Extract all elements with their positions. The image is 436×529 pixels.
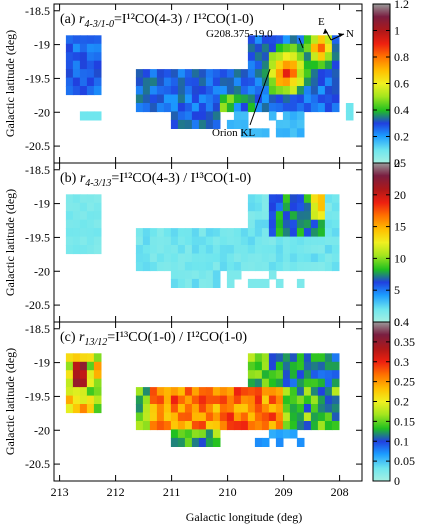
colorbar-tick-label: 0.6: [394, 77, 409, 91]
colorbar-tick-label: 0.05: [394, 454, 415, 468]
colorbar-tick-label: 0.4: [394, 103, 409, 117]
colorbar-tick-label: 0.8: [394, 50, 409, 64]
colorbar-tick-label: 5: [394, 283, 400, 297]
colorbar: 0 0.2 0.4 0.6 0.8 1 1.2: [372, 0, 409, 170]
heatmap-cells: [65, 35, 354, 138]
colorbar-tick-label: 0.4: [394, 315, 409, 329]
y-axis-label: Galactic latitude (deg): [3, 348, 17, 455]
y-tick-label: -20.5: [25, 457, 50, 471]
colorbar-tick-label: 25: [394, 156, 406, 170]
plot-frame: [53, 321, 363, 482]
region-annotation: G208.375-19.0: [206, 28, 273, 40]
panel-b: -18.5 -19 -19.5 -20 -20.5 Galactic latitude (…: [3, 156, 406, 329]
y-tick-label: -18.5: [25, 4, 50, 18]
x-tick-label: 208: [331, 485, 349, 499]
compass-east-label: E: [318, 16, 325, 28]
colorbar-tick-label: 0: [394, 315, 400, 329]
x-tick-label: 209: [275, 485, 293, 499]
colorbar-tick-label: 0.25: [394, 375, 415, 389]
y-tick-label: -20: [34, 423, 50, 437]
y-tick-label: -19: [34, 38, 50, 52]
x-tick-label: 211: [163, 485, 181, 499]
x-tick-label: 212: [107, 485, 125, 499]
colorbar-tick-label: 0: [394, 474, 400, 488]
heatmap-cells: [65, 353, 340, 447]
y-tick-label: -19: [34, 356, 50, 370]
colorbar-tick-label: 0.3: [394, 355, 409, 369]
colorbar-tick-label: 0.2: [394, 395, 409, 409]
x-axis-label: Galactic longitude (deg): [186, 510, 303, 524]
y-tick-label: -20.5: [25, 139, 50, 153]
colorbar-tick-label: 0: [394, 156, 400, 170]
compass-arrows: E N: [318, 16, 354, 41]
panel-title: (a) r4-3/1-0=I¹²CO(4-3) / I¹²CO(1-0): [60, 12, 254, 30]
y-axis-label: Galactic latitude (deg): [3, 189, 17, 296]
colorbar-tick-label: 0.35: [394, 335, 415, 349]
colorbar-tick-label: 0.15: [394, 414, 415, 428]
y-tick-label: -19.5: [25, 389, 50, 403]
y-tick-label: -18.5: [25, 163, 50, 177]
y-tick-label: -20: [34, 105, 50, 119]
colorbar-tick-label: 1.2: [394, 0, 409, 11]
y-tick-label: -18.5: [25, 322, 50, 336]
colorbar-tick-label: 0.2: [394, 130, 409, 144]
colorbar-tick-label: 15: [394, 220, 406, 234]
orion-kl-pointer: [249, 68, 271, 126]
x-tick-label: 210: [219, 485, 237, 499]
orion-kl-annotation: Orion KL: [212, 127, 255, 139]
panel-title: (b) r4-3/13=I¹²CO(4-3) / I¹³CO(1-0): [60, 171, 251, 189]
colorbar-tick-label: 1: [394, 24, 400, 38]
colorbar: 0 0.05 0.1 0.15 0.2 0.25 0.3 0.35 0.4: [372, 315, 415, 488]
panel-a: -18.5 -19 -19.5 -20 -20.5 Galactic latitude (…: [3, 0, 409, 170]
region-pointer: [298, 37, 304, 49]
y-tick-label: -19: [34, 197, 50, 211]
y-tick-label: -20: [34, 264, 50, 278]
y-axis-label: Galactic latitude (deg): [3, 30, 17, 137]
compass-north-label: N: [346, 28, 354, 40]
x-tick-label: 213: [51, 485, 69, 499]
y-tick-label: -19.5: [25, 230, 50, 244]
heatmap-cells: [65, 194, 340, 288]
panel-c: 213 212 211 210 209 208 -18.5 -19 -19.5 -20 -20.5 G…: [3, 315, 415, 499]
colorbar-tick-label: 0.1: [394, 434, 409, 448]
colorbar-tick-label: 20: [394, 188, 406, 202]
y-tick-label: -20.5: [25, 298, 50, 312]
panel-title: (c) r13/12=I¹³CO(1-0) / I¹²CO(1-0): [60, 330, 247, 348]
colorbar-tick-label: 10: [394, 251, 406, 265]
y-tick-label: -19.5: [25, 71, 50, 85]
colorbar: 0 5 10 15 20 25: [372, 156, 406, 329]
